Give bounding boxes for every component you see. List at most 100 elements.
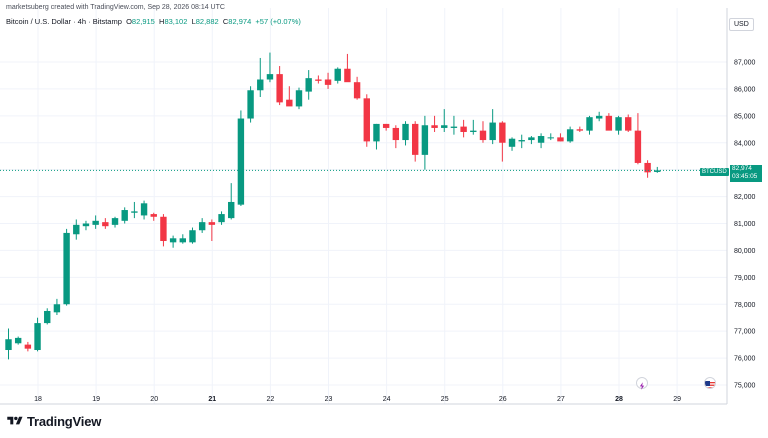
price-axis-labels[interactable]: 75,000 76,000 77,000 78,000 79,000 80,000 81,0… — [734, 60, 756, 390]
candle-body — [499, 122, 506, 143]
time-tick-label: 21 — [208, 396, 216, 403]
candle — [102, 218, 109, 229]
close-label: C — [222, 17, 229, 26]
candle — [315, 75, 322, 84]
candle — [53, 298, 61, 316]
candle-body — [412, 123, 419, 155]
candle-body — [489, 122, 496, 141]
us-flag-event-icon[interactable] — [704, 377, 716, 389]
candle-body — [402, 123, 409, 141]
candle — [566, 126, 574, 143]
candle-body — [324, 79, 332, 85]
last-price-box: 82,974 03:45:05 — [730, 165, 762, 182]
candle — [160, 214, 167, 247]
time-axis-labels[interactable]: 18 19 20 21 22 23 24 25 26 27 28 29 — [34, 396, 681, 403]
candle — [237, 110, 245, 207]
candle — [450, 115, 458, 135]
candle-body — [179, 238, 186, 243]
candle — [557, 133, 564, 142]
candle — [363, 94, 370, 147]
candle — [295, 87, 303, 110]
candle-body — [44, 310, 51, 324]
chart-attribution: marketsuberg created with TradingView.co… — [6, 4, 225, 11]
candle — [392, 125, 400, 149]
candle — [305, 70, 312, 100]
time-tick-label: 24 — [383, 396, 391, 403]
candle — [402, 121, 409, 146]
candle-body — [237, 118, 245, 205]
candle-body — [14, 337, 22, 344]
tradingview-logo-icon — [7, 416, 23, 425]
candle-body — [131, 211, 138, 213]
candle-body — [460, 126, 467, 132]
lightning-event-icon[interactable] — [636, 377, 648, 390]
time-tick-label: 25 — [441, 396, 449, 403]
candle-body — [634, 130, 642, 163]
candle-body — [547, 137, 554, 139]
candle-body — [605, 115, 613, 131]
change-value: +57 (+0.07%) — [255, 17, 301, 26]
currency-button[interactable]: USD — [729, 18, 754, 31]
time-tick-label: 22 — [267, 396, 275, 403]
candle — [586, 115, 593, 135]
candle — [198, 218, 206, 233]
symbol-legend: Bitcoin / U.S. Dollar · 4h · Bitstamp O8… — [6, 17, 301, 26]
candle-body — [63, 232, 70, 305]
candle-body — [121, 210, 128, 221]
candle — [111, 216, 119, 228]
candle — [5, 328, 12, 360]
candle — [518, 134, 525, 149]
chart-grid — [0, 8, 727, 404]
candle — [14, 336, 22, 345]
candle — [528, 136, 535, 145]
candle — [257, 57, 264, 97]
candle — [140, 200, 148, 220]
candle — [34, 317, 41, 352]
candle-body — [537, 136, 545, 143]
candle — [625, 114, 632, 132]
candle — [431, 115, 438, 132]
price-tick-label: 78,000 — [734, 302, 756, 309]
candle-body — [218, 214, 225, 223]
low-label: L — [191, 17, 196, 26]
candle — [218, 211, 225, 225]
candle — [73, 219, 80, 240]
low-value: 82,882 — [195, 17, 219, 26]
candle — [576, 126, 584, 132]
time-tick-label: 27 — [557, 396, 565, 403]
time-tick-label: 23 — [325, 396, 333, 403]
candle — [373, 123, 380, 150]
candle-body — [266, 74, 274, 80]
candle-body — [576, 129, 584, 131]
last-price-symbol: BTCUSD — [700, 168, 729, 176]
candle-body — [644, 162, 651, 173]
candle-body — [431, 125, 438, 128]
price-tick-label: 85,000 — [734, 113, 756, 120]
ohlc-values: O82,915 H83,102 L82,882 C82,974 +57 (+0.… — [124, 17, 301, 26]
candle — [412, 121, 419, 162]
open-value: 82,915 — [131, 17, 155, 26]
candle-body — [150, 214, 157, 217]
candle-body — [286, 99, 293, 107]
high-value: 83,102 — [164, 17, 188, 26]
candle-body — [208, 222, 216, 225]
price-tick-label: 86,000 — [734, 86, 756, 93]
candle-body — [392, 127, 400, 141]
candle — [324, 72, 332, 89]
price-tick-label: 84,000 — [734, 140, 756, 147]
candle-body — [160, 216, 167, 241]
candle-body — [363, 98, 370, 142]
candle — [150, 212, 157, 221]
price-tick-label: 80,000 — [734, 248, 756, 255]
bar-countdown: 03:45:05 — [732, 173, 758, 180]
candle-body — [479, 130, 487, 141]
time-tick-label: 28 — [615, 396, 623, 403]
candle-body — [305, 78, 312, 92]
candle-body — [198, 222, 206, 231]
candle — [615, 115, 622, 135]
candle-body — [73, 224, 80, 235]
tradingview-logo[interactable]: TradingView — [7, 413, 101, 429]
candle-body — [34, 323, 41, 351]
symbol-title[interactable]: Bitcoin / U.S. Dollar · 4h · Bitstamp — [6, 17, 122, 26]
